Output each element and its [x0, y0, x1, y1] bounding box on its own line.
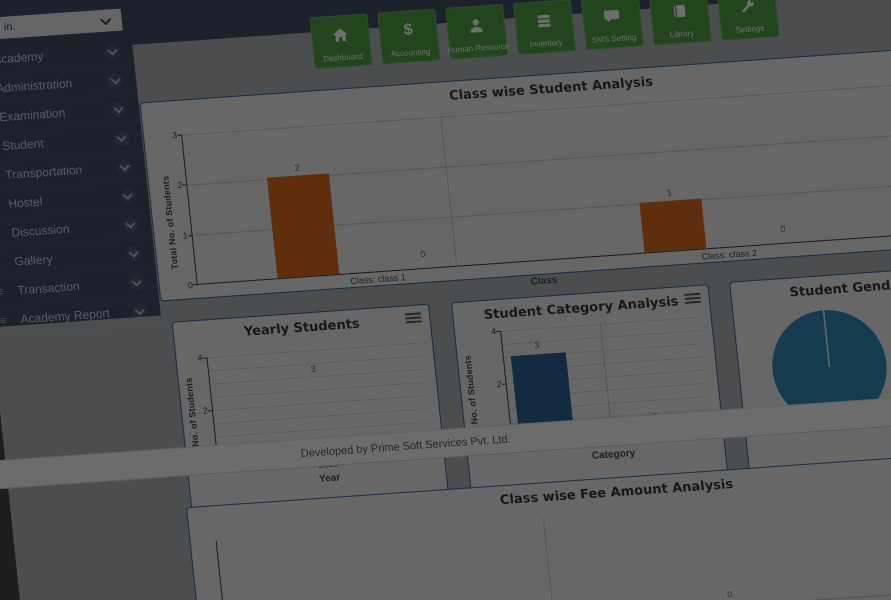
bar-class-2 — [639, 198, 707, 253]
zero-value-label: 0 — [419, 248, 426, 260]
point-value-label: 0 — [726, 589, 733, 600]
x-axis-title: Category — [591, 447, 636, 462]
bar-value-label: 1 — [666, 187, 673, 198]
library-button[interactable]: Library — [648, 0, 712, 46]
chart-menu-icon[interactable] — [684, 292, 702, 307]
chevron-down-icon — [131, 302, 149, 319]
bar-class-1 — [266, 173, 340, 279]
chat-bubble-icon — [601, 0, 623, 35]
chevron-down-icon — [119, 187, 136, 204]
student-category-analysis-panel: Student Category Analysis Total No. of S… — [450, 284, 729, 492]
person-icon — [465, 6, 487, 44]
chevron-down-icon — [110, 100, 127, 117]
chevron-down-icon — [128, 274, 145, 291]
accounting-button[interactable]: $ Accounting — [377, 8, 441, 65]
gridline — [730, 582, 891, 600]
class-wise-student-analysis-panel: Class wise Student Analysis Total No. of… — [139, 36, 891, 302]
chevron-down-icon — [99, 14, 112, 26]
chevron-down-icon — [104, 43, 121, 60]
sidebar: in. ≡Academy ≡Administration ≡Examinatio… — [0, 0, 162, 337]
chart-title: Student Gender Analysis — [788, 273, 891, 301]
group-divider-gridline — [599, 323, 612, 430]
y-axis-label: Total No. of Students — [160, 175, 181, 270]
chart-title: Yearly Students — [243, 316, 361, 340]
x-axis-title: Class — [530, 274, 558, 288]
bar-value-label: 3 — [533, 340, 540, 351]
list-icon: ≡ — [0, 256, 1, 270]
student-gender-analysis-panel: Student Gender Analysis — [729, 260, 891, 476]
chevron-down-icon — [122, 216, 139, 233]
human-resource-button[interactable]: Human Resource — [445, 3, 510, 60]
x-category-label: Class: class 1 — [349, 272, 407, 287]
list-icon: ≡ — [0, 313, 8, 328]
chevron-down-icon — [107, 72, 124, 89]
book-icon — [669, 0, 691, 30]
list-icon: ≡ — [0, 284, 5, 299]
dashboard-button[interactable]: Dashboard — [309, 13, 373, 70]
chevron-down-icon — [116, 158, 133, 175]
chevron-down-icon — [125, 245, 142, 262]
wrench-icon — [736, 0, 758, 25]
sms-setting-button[interactable]: SMS Setting — [580, 0, 645, 51]
zero-value-label: 0 — [779, 223, 786, 235]
x-category-label: Class: class 2 — [701, 247, 758, 262]
dollar-icon: $ — [402, 20, 414, 39]
gridline — [542, 518, 564, 600]
bar-value-label: 3 — [310, 363, 317, 375]
group-divider-gridline — [440, 116, 458, 267]
sidebar-menu: ≡Academy ≡Administration ≡Examination ≡S… — [0, 35, 162, 337]
session-dropdown-value: in. — [3, 20, 17, 34]
yearly-students-panel: Yearly Students Total No. of Students 4 … — [171, 303, 449, 511]
chevron-down-icon — [113, 129, 130, 146]
chart-menu-icon[interactable] — [404, 312, 422, 326]
bar-value-label: 2 — [294, 162, 301, 173]
server-icon — [533, 2, 555, 40]
home-icon — [329, 16, 351, 54]
settings-button[interactable]: Settings — [716, 0, 780, 41]
x-axis-title: Year — [318, 472, 341, 485]
inventory-button[interactable]: Inventory — [512, 0, 577, 55]
